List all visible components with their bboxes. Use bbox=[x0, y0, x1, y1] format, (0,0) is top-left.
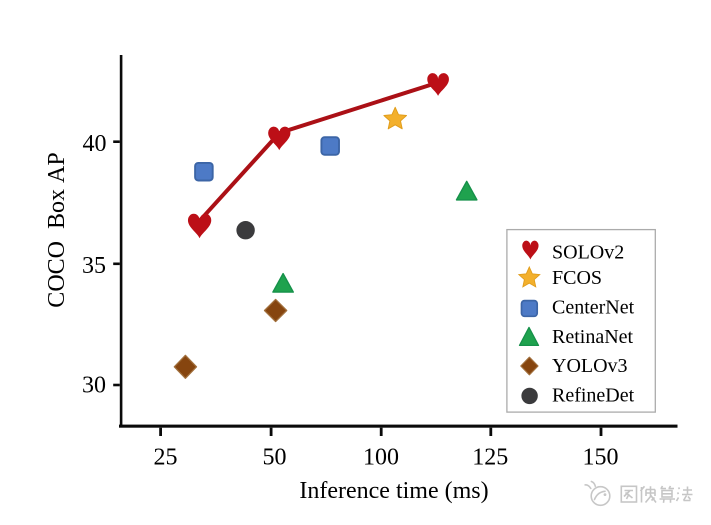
svg-text:RetinaNet: RetinaNet bbox=[552, 326, 634, 348]
svg-text:100: 100 bbox=[363, 445, 399, 471]
svg-text:Inference time (ms): Inference time (ms) bbox=[299, 478, 488, 504]
svg-text:SOLOv2: SOLOv2 bbox=[552, 242, 624, 264]
svg-text:25: 25 bbox=[154, 445, 178, 471]
svg-text:FCOS: FCOS bbox=[552, 267, 602, 289]
svg-text:50: 50 bbox=[263, 445, 287, 471]
svg-text:CenterNet: CenterNet bbox=[552, 296, 635, 318]
svg-text:35: 35 bbox=[82, 253, 106, 279]
svg-text:40: 40 bbox=[83, 131, 107, 157]
svg-text:RefineDet: RefineDet bbox=[552, 385, 635, 407]
svg-text:YOLOv3: YOLOv3 bbox=[552, 355, 628, 377]
svg-text:125: 125 bbox=[472, 445, 508, 471]
svg-text:30: 30 bbox=[82, 372, 106, 398]
svg-text:COCO Box AP: COCO Box AP bbox=[44, 152, 70, 307]
svg-text:150: 150 bbox=[583, 445, 619, 471]
